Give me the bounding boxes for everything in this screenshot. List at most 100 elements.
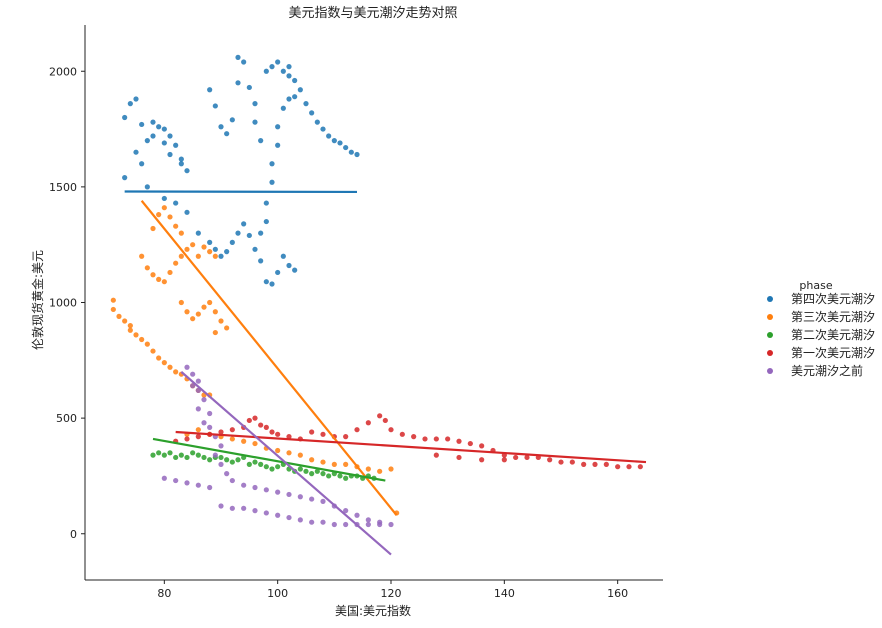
series-3-point-35 [524,454,530,461]
series-4-point-17 [252,484,258,491]
series-2-point-20 [263,464,269,470]
series-0-point-8 [144,184,150,190]
series-0-point-44 [275,142,281,148]
series-3-fit-line [175,430,647,464]
series-0-point-73 [269,64,275,70]
series-3-point-5 [229,427,235,433]
series-1-point-0 [110,297,116,303]
series-3-point-43 [615,464,621,470]
series-3-point-31 [479,443,485,449]
series-1-point-43 [195,311,201,317]
series-0-point-57 [343,144,349,151]
series-0-point-10 [150,119,156,125]
series-0-point-29 [235,230,241,236]
series-3-point-34 [513,454,519,461]
series-4-point-12 [212,452,218,458]
series-4-point-19 [275,489,281,495]
x-axis-title: 美国:美元指数 [335,603,411,618]
series-0-point-13 [161,140,167,146]
series-0-point-41 [263,200,269,206]
legend-label-1: 第三次美元潮汐 [791,309,875,324]
series-2-point-2 [161,452,167,458]
series-4-point-23 [320,498,326,504]
series-4-point-21 [297,494,303,500]
series-0-point-62 [218,124,224,130]
y-axis-title: 伦敦现货黄金:美元 [30,250,45,350]
series-3-point-39 [569,459,575,465]
legend-marker-3 [767,350,773,356]
legend-label-2: 第二次美元潮汐 [791,327,875,342]
series-0-point-14 [167,151,173,158]
series-1-point-47 [218,318,224,324]
series-4-point-29 [388,521,394,528]
series-0-point-49 [297,87,303,93]
series-4-point-41 [286,514,292,521]
series-1-point-10 [156,355,162,361]
series-0-point-77 [286,73,292,79]
series-2-point-9 [201,454,207,461]
series-4-point-13 [218,461,224,467]
series-1-point-56 [252,440,258,447]
series-1-point-8 [144,341,150,347]
series-3-point-8 [252,415,258,421]
series-0-point-16 [173,142,179,148]
series-0-point-58 [348,149,354,155]
legend-marker-4 [767,368,773,374]
series-1-point-36 [161,205,167,211]
series-4-point-16 [241,482,247,488]
series-4-fit-line [180,371,392,556]
series-0-point-46 [280,105,286,111]
series-1-point-62 [320,459,326,465]
series-3-point-48 [479,457,485,463]
series-2 [150,450,377,481]
series-1-point-2 [116,313,122,319]
series-4-point-1 [190,371,196,377]
series-0-point-12 [161,126,167,132]
series-0-point-74 [275,59,281,65]
series-4-point-11 [218,443,224,449]
series-2-point-22 [275,464,281,470]
series-1-point-25 [167,269,173,276]
series-0 [122,54,360,287]
series-3-point-49 [501,457,507,463]
series-4-point-36 [229,505,235,511]
series-1-point-4 [127,323,133,329]
series-3-point-20 [365,420,371,426]
series-0-point-2 [127,101,133,107]
series-4-point-35 [218,503,224,509]
series-2-point-1 [156,450,162,456]
series-0-point-79 [258,230,264,236]
series-0-point-36 [275,269,281,276]
series-0-point-45 [275,124,281,130]
series-3-point-10 [263,424,269,430]
chart-title: 美元指数与美元潮汐走势对照 [288,5,457,21]
series-4-point-22 [309,496,315,502]
series-3-point-41 [592,461,598,467]
series-1-point-42 [190,316,196,322]
series-2-point-18 [252,459,258,465]
series-2-point-29 [314,468,320,474]
series-1-point-54 [229,436,235,442]
series-2-fit-line [152,437,386,482]
series-0-point-71 [258,138,264,144]
series-4-point-18 [263,487,269,493]
series-0-point-37 [280,253,286,259]
series-2-point-4 [173,454,179,461]
x-tick-label-140: 140 [494,587,515,600]
series-3-point-13 [286,434,292,440]
series-1-point-23 [156,276,162,282]
series-3-point-30 [467,440,473,447]
series-4-point-31 [173,477,179,484]
series-2-point-21 [269,466,275,472]
series-2-point-19 [258,461,264,467]
series-0-point-69 [252,101,258,107]
series-2-point-31 [326,473,332,479]
series-0-point-4 [133,149,139,155]
series-4-point-7 [207,410,213,417]
x-tick-label-100: 100 [267,587,288,600]
series-0-point-52 [314,119,320,125]
series-0-point-11 [156,124,162,130]
series-2-point-5 [178,452,184,458]
axes: 80 100 120 140 160 0 500 1000 1500 2000 [49,25,663,600]
